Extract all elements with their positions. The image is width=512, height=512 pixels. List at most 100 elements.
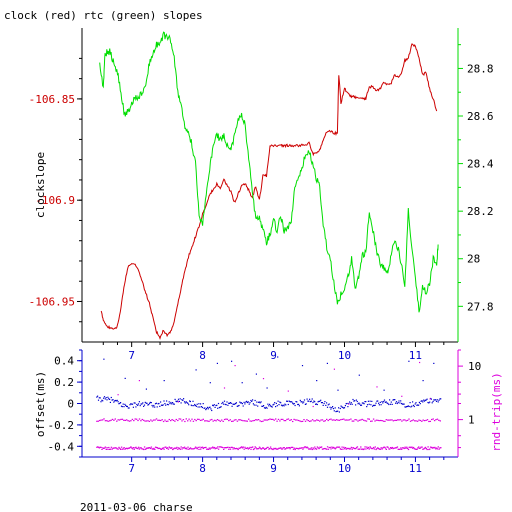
offset-point: [335, 411, 337, 413]
offset-point: [274, 402, 276, 404]
offset-point: [396, 402, 398, 405]
offset-point: [372, 405, 374, 407]
offset-point: [393, 399, 395, 401]
rtt-point: [133, 420, 135, 422]
rtt-point: [262, 420, 264, 422]
rtt-point: [345, 448, 347, 450]
rtt-point: [335, 447, 337, 449]
rtt-point: [230, 446, 233, 448]
offset-point: [143, 404, 146, 406]
rtt-point: [410, 447, 412, 449]
rtt-point: [187, 446, 189, 448]
rtt-point: [275, 418, 277, 420]
offset-point: [413, 405, 415, 408]
rtt-point: [228, 420, 230, 422]
offset-point: [427, 401, 429, 404]
bottom-x-tick-label: 9: [270, 462, 277, 475]
offset-point: [366, 406, 368, 408]
rtt-point: [141, 418, 143, 421]
rtt-point: [195, 447, 198, 449]
rtt-point: [147, 420, 149, 422]
offset-point: [123, 406, 125, 408]
rtt-point: [172, 419, 175, 421]
offset-point: [147, 404, 149, 406]
rtt-point: [125, 447, 127, 450]
offset-point: [113, 401, 115, 403]
rtt-point: [402, 447, 405, 449]
rtt-point: [297, 419, 300, 422]
rtt-point: [300, 420, 302, 423]
rtt-point: [387, 419, 389, 421]
offset-point: [215, 404, 217, 407]
rtt-point: [185, 447, 187, 449]
offset-point: [392, 399, 394, 401]
offset-point: [117, 401, 119, 403]
rtt-point: [106, 447, 108, 449]
rtt-point: [269, 446, 272, 448]
offset-point: [172, 403, 174, 405]
footer-label: 2011-03-06 charse: [80, 501, 193, 512]
offset-point: [158, 402, 160, 405]
offset-point: [240, 402, 243, 404]
rtt-point: [141, 448, 143, 450]
rtt-point: [409, 420, 412, 422]
rtt-point: [387, 446, 389, 448]
rtt-point: [233, 419, 236, 421]
offset-point: [218, 407, 220, 409]
rtt-point: [140, 447, 142, 449]
rtt-point: [181, 420, 183, 422]
rtt-point: [194, 418, 196, 421]
offset-point: [108, 398, 110, 400]
offset-point: [265, 406, 267, 408]
rtt-point: [418, 446, 420, 448]
offset-point: [383, 400, 385, 403]
x-tick-label: 11: [409, 349, 422, 362]
rtt-point: [385, 448, 387, 450]
rtt-point: [154, 419, 156, 421]
offset-point: [177, 400, 179, 402]
rtt-point: [266, 419, 268, 421]
rtt-point: [391, 446, 393, 449]
offset-outlier: [103, 358, 105, 360]
offset-point: [220, 406, 222, 408]
offset-point: [217, 407, 219, 409]
rtt-point: [231, 420, 233, 422]
offset-point: [284, 403, 286, 405]
rtt-point: [257, 419, 260, 421]
rtt-point: [412, 447, 414, 449]
offset-point: [231, 405, 233, 407]
rtt-point: [315, 448, 317, 450]
rtt-point: [320, 419, 322, 421]
rtt-point: [131, 447, 133, 449]
rtt-point: [252, 420, 254, 422]
rtt-point: [257, 448, 259, 450]
offset-outlier: [326, 362, 328, 364]
offset-point: [305, 403, 307, 405]
offset-point: [270, 405, 272, 408]
rtt-point: [286, 418, 288, 420]
rtt-point: [406, 447, 409, 449]
offset-point: [432, 400, 434, 403]
offset-point: [356, 400, 358, 403]
offset-point: [152, 406, 154, 408]
rtt-point: [204, 420, 206, 422]
rtt-point: [395, 419, 397, 421]
rtt-point: [364, 420, 366, 422]
rtt-point: [351, 420, 353, 422]
rtt-point: [423, 447, 426, 449]
rtt-point: [366, 447, 369, 450]
rtt-point: [215, 447, 217, 449]
offset-point: [104, 398, 106, 400]
rtt-point: [358, 419, 361, 421]
rtt-point: [229, 446, 231, 449]
rtt-point: [365, 448, 367, 450]
rtt-point: [381, 448, 383, 450]
rtt-point: [278, 447, 280, 449]
rtt-point: [435, 448, 437, 450]
rtt-point: [242, 420, 244, 422]
offset-point: [99, 397, 101, 399]
offset-point: [212, 405, 214, 407]
rtt-point: [382, 420, 385, 422]
rtt-point: [332, 447, 334, 449]
offset-point: [203, 407, 205, 409]
